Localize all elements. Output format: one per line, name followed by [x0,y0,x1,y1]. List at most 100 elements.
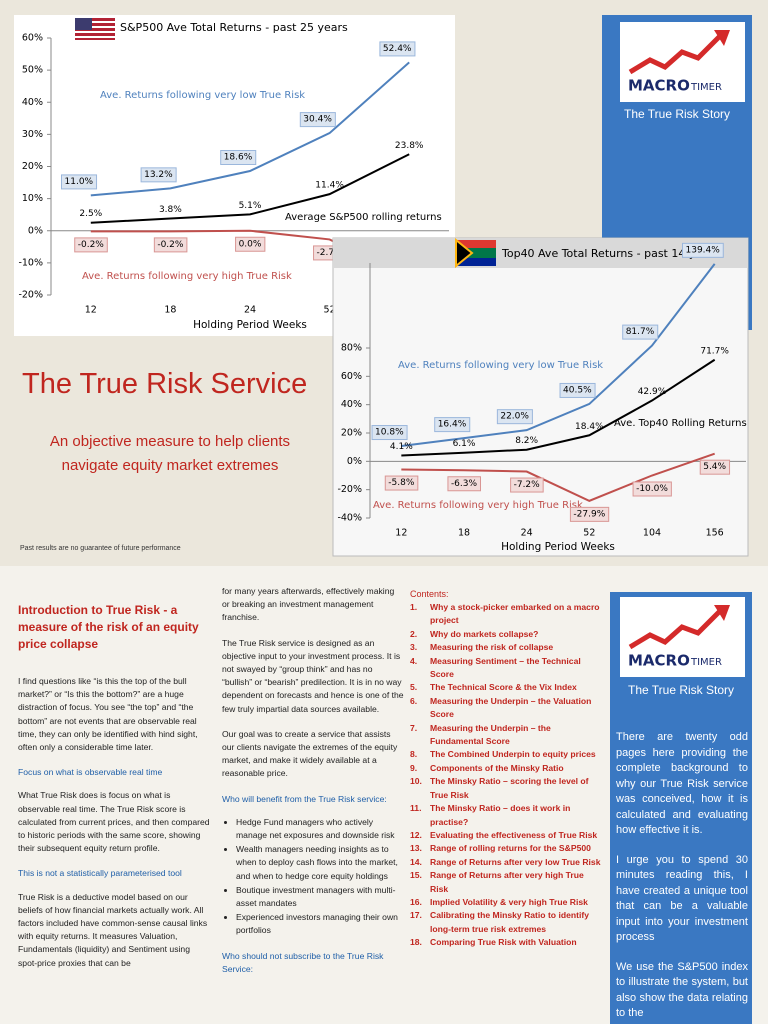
data-label: 13.2% [144,170,173,180]
paragraph: I urge you to spend 30 minutes reading t… [616,853,748,944]
series-label: Ave. Returns following very high True Ri… [82,271,292,282]
logo-arrow [628,34,722,75]
contents-number: 9. [410,762,418,773]
x-tick-label: 24 [521,528,533,539]
contents-number: 15. [410,870,422,881]
contents-item: 8. The Combined Underpin to equity prices [410,748,602,761]
sa-flag [455,237,496,269]
contents-item: 7. Measuring the Underpin – the Fundament… [410,722,602,749]
contents-item: 12. Evaluating the effectiveness of True … [410,829,602,842]
contents-heading: Contents: [410,589,449,599]
data-label: 8.2% [515,436,538,446]
data-label-box [699,459,731,475]
flag-part [75,31,115,33]
y-tick-label: 60% [341,371,362,382]
bullet-list: Hedge Fund managers who actively manage … [222,816,404,938]
contents-text: Why do markets collapse? [430,628,539,639]
subheading: Who should not subscribe to the True Ris… [222,950,384,974]
x-tick-label: 24 [244,305,256,316]
contents-item: 4. Measuring Sentiment – the Technical Sc… [410,655,602,682]
flag-part [455,237,474,269]
contents-text: The Minsky Ratio – scoring the level of … [430,776,589,800]
chart-title: Top40 Ave Total Returns - past 14 years [501,247,719,260]
data-label: 11.0% [65,177,94,187]
contents-number: 17. [410,910,422,921]
data-label: 11.4% [315,181,344,191]
contents-number: 11. [410,803,422,814]
subheading: Focus on what is observable real time [18,767,163,778]
series-line [90,61,410,197]
x-tick-label: 104 [643,528,661,539]
series-label: Ave. Top40 Rolling Returns [614,418,747,429]
contents-number: 10. [410,776,422,787]
data-label: -0.2% [78,240,105,250]
contents-item: 13. Range of rolling returns for the S&P5… [410,842,602,855]
data-label-box [447,476,481,492]
logo-arrowhead [714,30,730,46]
y-tick-label: -20% [337,484,362,495]
contents-text: Measuring the Underpin – the Fundamental… [430,722,551,747]
logo-word: MACRO [628,77,690,95]
contents-number: 6. [410,695,418,706]
x-axis-title: Holding Period Weeks [501,541,615,553]
contents-text: Components of the Minsky Ratio [430,762,564,773]
y-tick-label: -10% [18,257,43,268]
series-label: Average S&P500 rolling returns [285,212,442,223]
flag-part [75,36,115,38]
series-line [401,263,716,448]
series-label: Ave. Returns following very low True Ris… [100,90,305,101]
series [90,153,410,224]
paragraph: True Risk is a deductive model based on … [18,891,208,968]
contents-text: Measuring the Underpin – the Valuation S… [430,695,592,720]
data-label: -5.8% [388,478,415,488]
x-tick-label: 18 [164,305,176,316]
x-tick-label: 156 [706,528,724,539]
data-label: -10.0% [636,484,668,494]
data-label-box [61,174,98,190]
data-label-box [682,242,724,258]
data-label-box [434,417,471,433]
logo-arrow [628,609,722,650]
y-tick-label: -40% [337,513,362,524]
contents-text: Comparing True Risk with Valuation [430,937,577,948]
y-tick-label: 40% [341,399,362,410]
contents-number: 13. [410,843,422,854]
contents-item: 16. Implied Volatility & very high True R… [410,896,602,909]
y-tick-label: 80% [341,343,362,354]
logo-word: MACRO [628,652,690,670]
data-label: 3.8% [159,205,182,215]
contents-item: 9. Components of the Minsky Ratio [410,762,602,775]
bullet: Wealth managers needing insights as to w… [236,843,404,883]
series-label: Ave. Returns following very high True Ri… [373,500,583,511]
contents-number: 1. [410,602,418,612]
data-label: 18.6% [224,152,253,162]
logo-word: TIMER [690,82,722,93]
contents-item: 5. The Technical Score & the Vix Index [410,681,602,694]
series [401,452,715,502]
contents-text: Measuring the risk of collapse [430,642,554,653]
flag-part [75,26,115,28]
logo-arrowhead [714,605,730,621]
contents-text: Measuring Sentiment – the Technical Scor… [430,655,581,680]
paragraph: Our goal was to create a service that as… [222,728,398,779]
contents-text: The Combined Underpin to equity prices [430,749,596,760]
logo-word: TIMER [690,657,722,668]
x-tick-label: 52 [583,528,595,539]
contents-number: 14. [410,856,422,867]
series-line [90,153,410,224]
data-label-box [74,237,108,253]
contents-item: 17. Calibrating the Minsky Ratio to ident… [410,909,602,936]
data-label: 18.4% [575,422,604,432]
series-line [401,452,715,502]
data-label-box [371,425,408,441]
data-label-box [496,409,533,425]
logo: MACRO TIMER [620,22,745,102]
data-label: -2.7% [317,248,344,258]
data-label-box [153,237,188,253]
contents-text: Range of Returns after very low True Ris… [430,856,601,867]
bullet: Experienced investors managing their own… [236,911,404,937]
series [401,263,716,448]
contents-text: Range of rolling returns for the S&P500 [430,843,591,854]
y-tick-label: 60% [22,33,43,44]
contents-number: 2. [410,628,418,639]
